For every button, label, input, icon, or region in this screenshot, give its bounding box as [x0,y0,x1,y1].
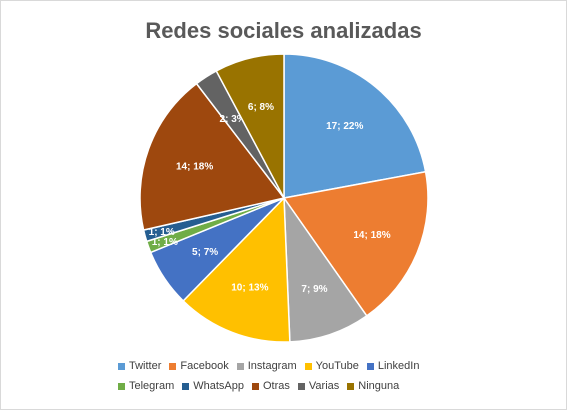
legend-swatch [182,382,190,390]
legend-swatch [347,382,355,390]
legend-label: Instagram [247,360,297,372]
data-label: 14; 18% [353,230,390,241]
legend-swatch [304,362,312,370]
legend-swatch [118,382,125,390]
legend-item-telegram: Telegram [118,380,174,392]
legend-item-instagram: Instagram [236,360,297,372]
legend-item-facebook: Facebook [169,360,229,372]
legend-item-ninguna: Ninguna [347,380,399,392]
legend-label: Twitter [129,360,162,372]
data-label: 2; 3% [220,114,246,125]
pie-slice-twitter [283,53,427,199]
pie-slice-instagram [283,195,368,343]
legend-item-twitter: Twitter [118,360,161,372]
legend-row: Telegram WhatsApp Otras Varias Ninguna [118,380,458,392]
legend-item-linkedin: LinkedIn [366,360,420,372]
legend-swatch [252,382,259,390]
legend-label: YouTube [315,360,359,372]
legend-label: Ninguna [358,380,400,392]
legend-item-whatsapp: WhatsApp [182,380,244,392]
pie-slice-otras [139,82,286,231]
legend-swatch [297,382,305,390]
pie-slice-ninguna [215,53,285,199]
data-label: 10; 13% [231,283,268,294]
legend-label: Telegram [129,380,175,392]
legend-label: WhatsApp [193,380,244,392]
legend-item-youtube: YouTube [304,360,359,372]
legend-label: Varias [308,380,340,392]
data-label: 1; 1% [149,227,175,238]
data-label: 7; 9% [301,284,327,295]
legend: Twitter Facebook Instagram YouTube LinkedIn … [118,360,458,400]
chart-title: Redes sociales analizadas [145,18,422,43]
legend-label: LinkedIn [377,360,420,372]
data-label: 6; 8% [248,102,274,113]
pie-slice-facebook [282,170,429,317]
data-label: 5; 7% [192,247,218,258]
legend-item-varias: Varias [297,380,340,392]
data-label: 14; 18% [176,162,213,173]
legend-item-otras: Otras [252,380,290,392]
data-label: 1; 1% [152,237,178,248]
legend-label: Facebook [180,360,229,372]
legend-swatch [118,362,125,370]
legend-swatch [236,362,244,370]
legend-swatch [366,362,374,370]
legend-row: Twitter Facebook Instagram YouTube LinkedIn [118,360,458,372]
data-label: 17; 22% [326,121,363,132]
legend-swatch [169,362,177,370]
legend-label: Otras [263,380,290,392]
pie-slice-youtube [182,196,291,343]
